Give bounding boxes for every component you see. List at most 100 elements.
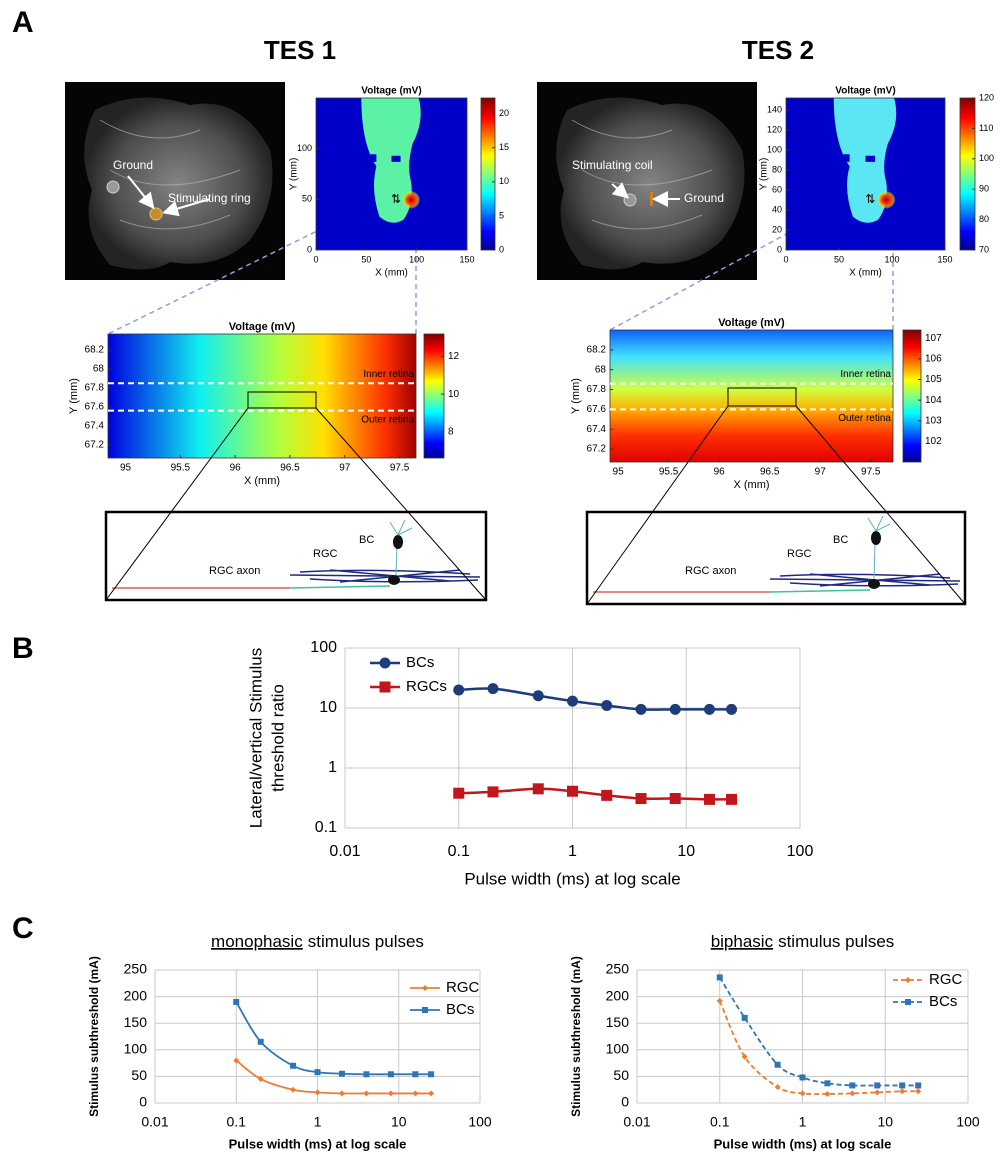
anatomy-label: Stimulating coil — [572, 158, 653, 172]
series-line — [458, 787, 732, 801]
anatomy-label: Stimulating ring — [168, 191, 251, 205]
x-tick-label: 0.01 — [141, 1114, 168, 1130]
x-axis-label: Pulse width (ms) at log scale — [464, 869, 680, 888]
x-tick-label: 96 — [230, 463, 242, 474]
data-point — [290, 1086, 297, 1093]
x-tick-label: 0.1 — [227, 1114, 247, 1130]
data-point — [915, 1088, 922, 1095]
y-tick-label: 100 — [124, 1041, 148, 1057]
y-tick-label: 50 — [613, 1067, 629, 1083]
data-point — [257, 1076, 264, 1083]
heatmap-image — [865, 155, 876, 162]
cell-label: RGC axon — [209, 565, 260, 577]
colorbar-tick-label: 103 — [925, 415, 942, 426]
heatmap-image: ⇅ — [865, 192, 875, 206]
series-line — [458, 687, 732, 711]
x-axis-label: X (mm) — [849, 268, 882, 279]
colorbar-tick-label: 90 — [979, 184, 989, 194]
legend-label: RGCs — [406, 678, 447, 695]
y-tick-label: 67.4 — [85, 420, 105, 431]
data-point — [774, 1084, 781, 1091]
data-point — [453, 684, 465, 696]
heading: TES 1 — [264, 35, 336, 65]
series-line — [718, 976, 919, 1087]
data-point — [635, 793, 647, 805]
data-point — [716, 974, 723, 981]
y-tick-label: 100 — [310, 639, 337, 656]
legend-label: BCs — [446, 1001, 474, 1018]
x-tick-label: 97 — [339, 463, 351, 474]
y-axis-label: Y (mm) — [570, 378, 582, 414]
chart-title-part: monophasic — [211, 932, 303, 951]
data-point — [669, 703, 681, 715]
data-point — [726, 703, 738, 715]
heatmap-chart: ⇅ 0 50 100 150 0 20 40 60 80 100 120 140 Voltage (mV)… — [759, 86, 994, 279]
legend-label: RGC — [929, 971, 963, 988]
chart-title-part: stimulus pulses — [308, 932, 424, 951]
data-point — [915, 1082, 922, 1089]
data-point — [741, 1053, 748, 1060]
y-tick-label: 20 — [772, 224, 782, 234]
data-point — [338, 1090, 345, 1097]
data-point — [774, 1061, 781, 1068]
x-tick-label: 100 — [956, 1114, 980, 1130]
y-tick-label: 200 — [606, 987, 630, 1003]
y-tick-label: 0.1 — [315, 819, 337, 836]
y-axis-label: Lateral/vertical Stimulus — [246, 648, 265, 828]
line-chart: 0.01 0.1 1 10 100 0.1 1 10 100 Pulse width (ms) a… — [246, 639, 813, 888]
heatmap-image — [610, 330, 893, 462]
legend-marker — [422, 1007, 428, 1013]
cell-model: BC RGC RGC axon — [585, 387, 967, 606]
heatmap-image — [833, 98, 897, 223]
data-point — [314, 1089, 321, 1096]
x-tick-label: 96.5 — [760, 467, 780, 478]
chart-title-part: biphasic — [711, 932, 774, 951]
colorbar-tick-label: 70 — [979, 244, 989, 254]
colorbar-tick-label: 20 — [499, 108, 509, 118]
heatmap-chart: 95 95.5 96 96.5 97 97.5 67.2 67.4 67.6 67.8 68 68.2… — [68, 321, 460, 487]
x-tick-label: 97 — [815, 467, 827, 478]
line-chart: 0.01 0.1 1 10 100 0 50 100 150 200 250 Pulse width … — [569, 932, 980, 1151]
plot-frame — [315, 97, 468, 251]
x-tick-label: 150 — [459, 254, 474, 264]
cell-label: BC — [359, 534, 374, 546]
heatmap-image — [391, 155, 401, 162]
data-point — [669, 793, 681, 805]
data-point — [874, 1082, 881, 1089]
colorbar-tick-label: 5 — [499, 210, 504, 220]
colorbar — [423, 333, 445, 459]
x-axis-label: Pulse width (ms) at log scale — [229, 1136, 407, 1151]
data-point — [824, 1090, 831, 1097]
colorbar-tick-label: 8 — [448, 426, 454, 437]
data-point — [487, 786, 499, 798]
y-tick-label: 67.2 — [85, 439, 105, 450]
panel-label: A — [12, 6, 34, 39]
y-tick-label: 0 — [307, 244, 312, 254]
colorbar-tick-label: 107 — [925, 333, 942, 344]
retina-label: Inner retina — [840, 369, 891, 380]
chart-title: biphasic stimulus pulses — [711, 932, 895, 951]
x-axis-label: X (mm) — [733, 479, 769, 491]
retina-label: Outer retina — [838, 413, 891, 424]
x-tick-label: 95.5 — [659, 467, 679, 478]
y-tick-label: 200 — [124, 987, 148, 1003]
x-axis-label: X (mm) — [375, 268, 408, 279]
y-tick-label: 100 — [606, 1041, 630, 1057]
data-point — [233, 1057, 240, 1064]
data-point — [849, 1090, 856, 1097]
line-chart: 0.01 0.1 1 10 100 0 50 100 150 200 250 Pulse width … — [87, 932, 492, 1151]
heatmap-chart: 95 95.5 96 96.5 97 97.5 67.2 67.4 67.6 67.8 68 68.2… — [570, 317, 942, 491]
legend-marker — [905, 977, 911, 983]
heatmap-image — [370, 154, 377, 162]
y-tick-label: 67.8 — [85, 383, 105, 394]
y-axis-label: Stimulus subthreshold (mA) — [87, 956, 101, 1117]
data-point — [799, 1074, 806, 1081]
data-point — [412, 1090, 419, 1097]
y-tick-label: 120 — [767, 124, 782, 134]
colorbar — [902, 329, 922, 463]
y-tick-label: 50 — [302, 194, 312, 204]
x-tick-label: 1 — [314, 1114, 322, 1130]
colorbar — [480, 97, 496, 251]
heatmap-image: ⇅ — [391, 192, 401, 206]
heatmap-image — [402, 190, 421, 209]
